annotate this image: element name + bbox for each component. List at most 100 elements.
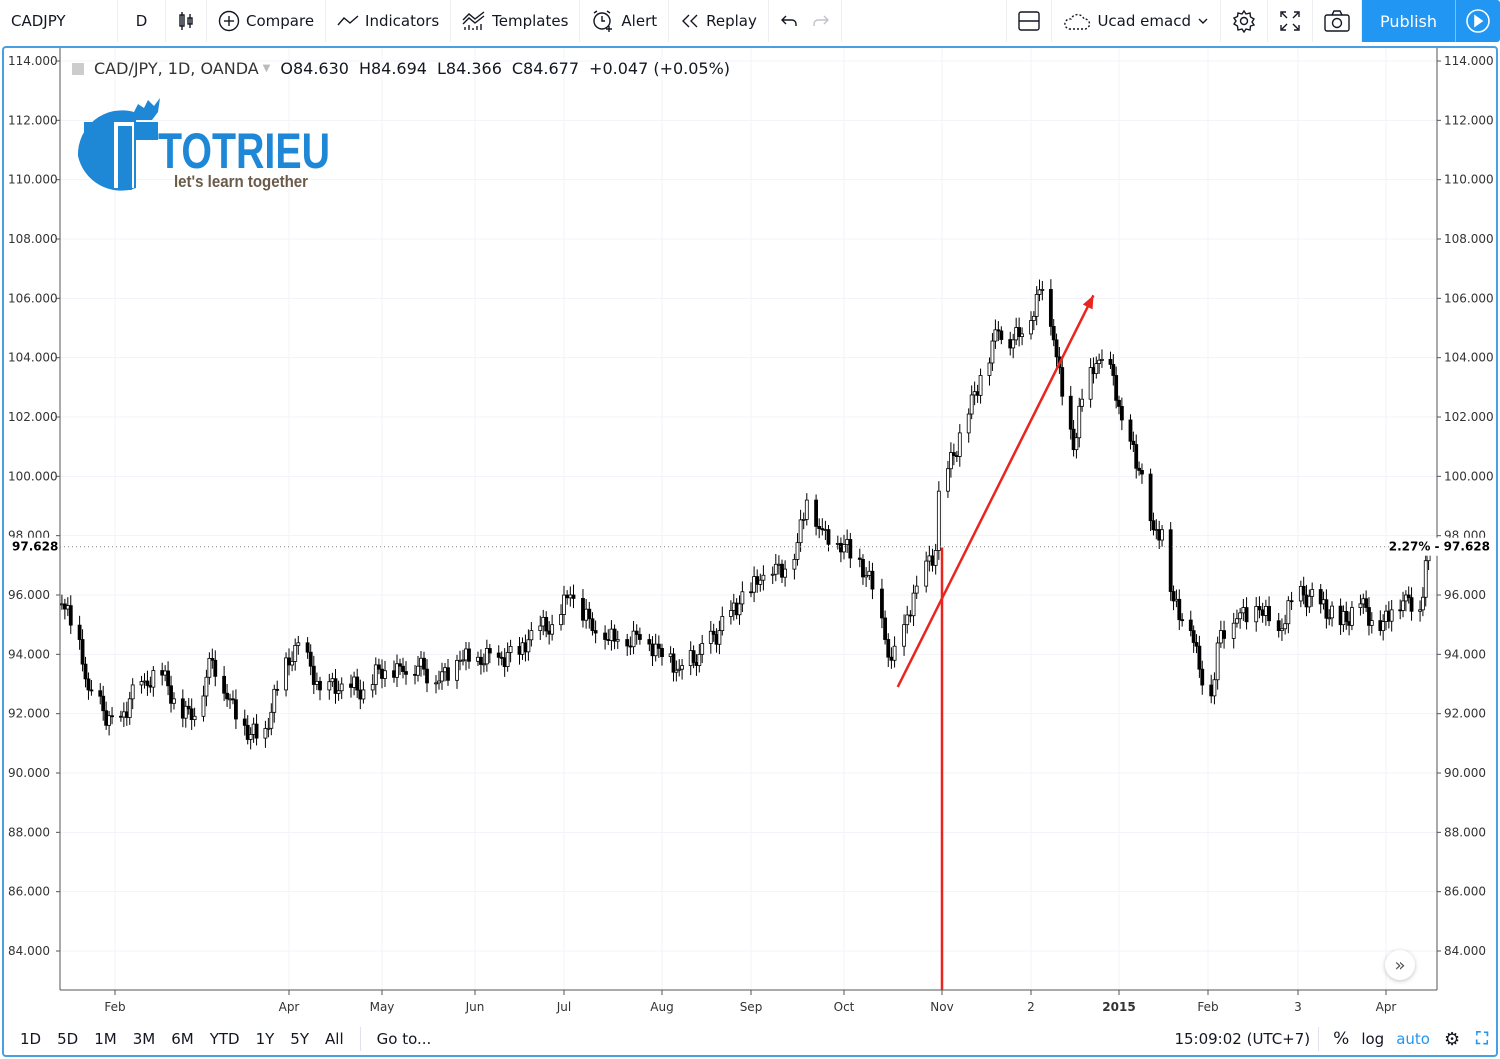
candle-up: [1011, 339, 1016, 349]
candle-up: [476, 656, 480, 662]
chart-frame: [2, 46, 1498, 1057]
range-6m[interactable]: 6M: [171, 1030, 194, 1048]
candle-down: [691, 650, 696, 663]
candle-down: [996, 329, 1001, 332]
left-price-label: 86.000: [8, 885, 50, 899]
fullscreen-button[interactable]: [1268, 0, 1313, 42]
range-ytd[interactable]: YTD: [209, 1030, 240, 1048]
candle-down: [590, 618, 595, 631]
candle-down: [628, 645, 633, 648]
candle-up: [729, 610, 733, 617]
cloud-icon: [1064, 13, 1091, 30]
range-1y[interactable]: 1Y: [255, 1030, 275, 1048]
left-price-label: 90.000: [8, 766, 50, 780]
svg-text:let's learn together: let's learn together: [174, 172, 308, 191]
alert-button[interactable]: Alert: [580, 0, 670, 42]
candle-up: [201, 695, 206, 717]
candle-up: [443, 667, 447, 673]
candle-down: [1111, 364, 1116, 376]
log-scale-toggle[interactable]: log: [1361, 1030, 1385, 1048]
candle-up: [1327, 617, 1332, 620]
settings-button[interactable]: [1221, 0, 1268, 42]
time-label: 3: [1294, 1000, 1302, 1014]
right-price-label: 88.000: [1444, 825, 1486, 839]
candle-down: [225, 692, 229, 700]
publish-button[interactable]: Publish: [1361, 0, 1456, 42]
candle-down: [1244, 607, 1249, 623]
candle-down: [499, 656, 504, 659]
time-label: Apr: [1376, 1000, 1397, 1014]
range-5y[interactable]: 5Y: [290, 1030, 310, 1048]
auto-scale-toggle[interactable]: auto: [1396, 1030, 1430, 1048]
layout-button[interactable]: [1007, 0, 1053, 42]
range-1m[interactable]: 1M: [94, 1030, 117, 1048]
candle-down: [487, 648, 492, 654]
templates-button[interactable]: Templates: [451, 0, 581, 42]
legend-high: H84.694: [359, 59, 427, 78]
candle-down: [1324, 599, 1329, 619]
candle-up: [269, 711, 274, 729]
publish-video-button[interactable]: [1456, 0, 1500, 42]
legend-title[interactable]: CAD/JPY, 1D, OANDA: [94, 59, 259, 78]
symbol-search[interactable]: CADJPY: [0, 0, 118, 42]
candle-up: [1218, 630, 1223, 644]
clock-timezone[interactable]: 15:09:02 (UTC+7): [1174, 1030, 1311, 1048]
percent-scale-toggle[interactable]: %: [1333, 1029, 1350, 1049]
open-label: O: [280, 59, 293, 78]
candle-up: [927, 555, 932, 562]
candle-down: [571, 594, 576, 599]
range-3m[interactable]: 3M: [132, 1030, 156, 1048]
candle-down: [254, 723, 259, 739]
symbol-legend: CAD/JPY, 1D, OANDA ▼ O84.630 H84.694 L84…: [72, 59, 730, 78]
legend-dropdown-icon[interactable]: ▼: [262, 63, 271, 74]
low-label: L: [436, 59, 446, 78]
redo-icon[interactable]: [812, 14, 830, 28]
candle-up: [437, 680, 441, 684]
candle-up: [1283, 623, 1288, 630]
interval-button[interactable]: D: [118, 0, 166, 42]
candle-up: [911, 592, 916, 617]
candle-down: [954, 455, 959, 457]
totrieu-logo: TOTRIEU let's learn together: [77, 98, 330, 191]
candle-down: [1222, 630, 1226, 639]
candle-down: [413, 673, 417, 676]
save-layout-button[interactable]: Ucad emacd: [1052, 0, 1221, 42]
candle-down: [275, 688, 280, 691]
compare-button[interactable]: Compare: [207, 0, 327, 42]
compare-label: Compare: [246, 12, 315, 30]
time-label: Feb: [1197, 1000, 1218, 1014]
goto-button[interactable]: Go to...: [376, 1030, 432, 1048]
fullscreen-chart-icon[interactable]: ⛶: [1476, 1029, 1488, 1049]
indicators-button[interactable]: Indicators: [326, 0, 452, 42]
symbol-color-icon: [72, 62, 84, 75]
left-price-label: 104.000: [8, 351, 58, 365]
candle-down: [80, 639, 85, 665]
candle-up: [183, 705, 188, 719]
candle-up: [151, 670, 156, 688]
range-5d[interactable]: 5D: [57, 1030, 79, 1048]
undo-icon[interactable]: [780, 14, 798, 28]
candle-down: [231, 698, 235, 701]
candle-down: [166, 670, 170, 687]
replay-button[interactable]: Replay: [669, 0, 769, 42]
plus-circle-icon: [218, 10, 240, 32]
top-toolbar: CADJPY D Compare Indicators Templates Al…: [0, 0, 1500, 42]
candle-down: [839, 542, 843, 553]
candle-up: [520, 642, 525, 655]
candle-up: [207, 658, 212, 678]
candle-up: [1029, 320, 1033, 335]
chart-type-button[interactable]: [166, 0, 207, 42]
candle-up: [1077, 405, 1082, 439]
candle-up: [798, 519, 803, 544]
candle-down: [333, 678, 338, 694]
left-price-label: 108.000: [8, 232, 58, 246]
scale-settings-gear-icon[interactable]: ⚙: [1443, 1028, 1461, 1050]
snapshot-button[interactable]: [1313, 0, 1362, 42]
range-all[interactable]: All: [325, 1030, 344, 1048]
candle-down: [318, 680, 322, 691]
play-circle-icon: [1466, 9, 1490, 33]
range-1d[interactable]: 1D: [20, 1030, 42, 1048]
scroll-to-realtime-button[interactable]: »: [1385, 950, 1415, 980]
candle-down: [68, 605, 73, 626]
